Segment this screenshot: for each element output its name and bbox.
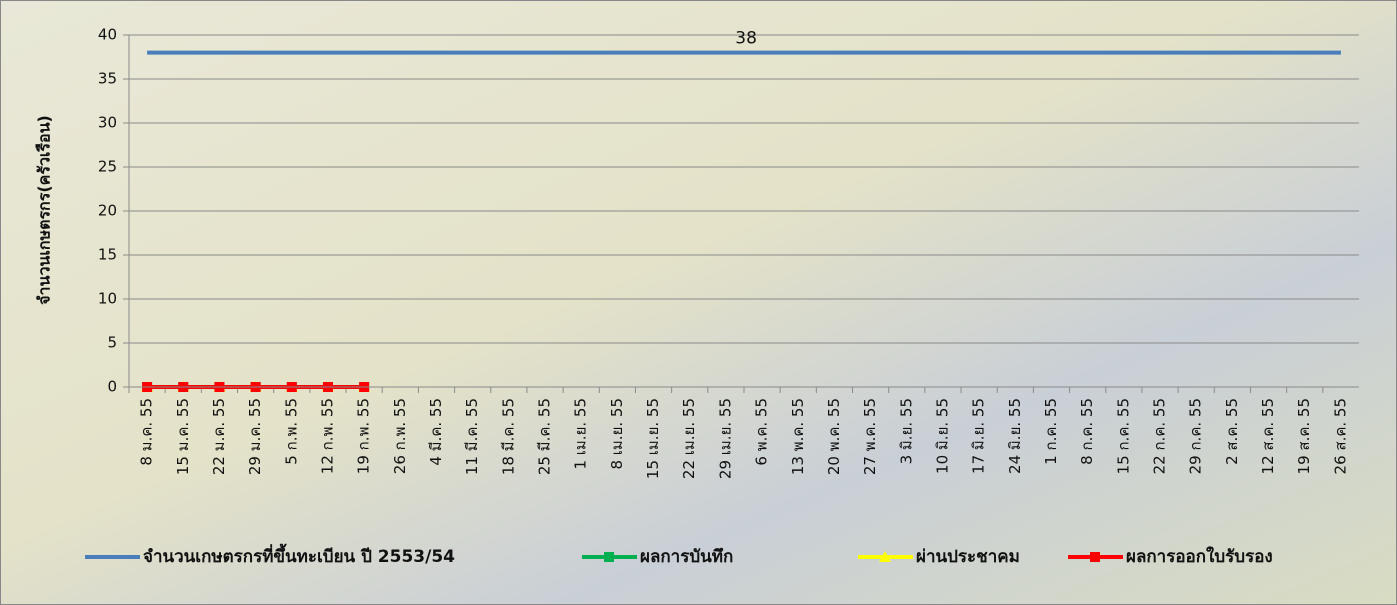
x-tick-label: 13 พ.ค. 55 [789,398,807,475]
x-tick-label: 3 มิ.ย. 55 [897,398,915,464]
x-tick-label: 29 เม.ย. 55 [716,398,734,479]
x-tick-label: 22 เม.ย. 55 [680,398,698,479]
x-tick-label: 15 เม.ย. 55 [644,398,662,479]
legend-marker [604,552,614,562]
x-tick-label: 1 เม.ย. 55 [572,398,590,470]
x-tick-label: 6 พ.ค. 55 [753,398,771,466]
x-tick-label: 25 มี.ค. 55 [536,398,554,475]
legend-label: ผลการบันทึก [640,547,733,567]
y-tick-label: 30 [98,114,117,132]
x-tick-label: 26 ส.ค. 55 [1331,398,1349,474]
x-tick-label: 29 ม.ค. 55 [246,398,264,475]
x-tick-label: 19 ส.ค. 55 [1295,398,1313,474]
x-tick-label: 11 มี.ค. 55 [463,398,481,475]
data-label: 38 [735,29,757,49]
page: {"chart_data": {"type": "line", "y_label… [0,0,1397,605]
x-tick-label: 12 ก.พ. 55 [318,398,336,474]
x-tick-label: 26 ก.พ. 55 [391,398,409,474]
x-tick-label: 17 มิ.ย. 55 [970,398,988,474]
x-tick-label: 22 ก.ค. 55 [1151,398,1169,474]
x-tick-label: 8 เม.ย. 55 [608,398,626,470]
legend-label: จำนวนเกษตรกรที่ขึ้นทะเบียน ปี 2553/54 [143,543,455,567]
x-tick-label: 15 ก.ค. 55 [1114,398,1132,474]
x-tick-label: 1 ก.ค. 55 [1042,398,1060,465]
y-tick-label: 40 [98,26,117,44]
chart: จำนวนเกษตรกร(ครัวเรือน) 0 5 10 15 20 25 30 35 40… [0,0,1397,605]
x-tick-label: 5 ก.พ. 55 [282,398,300,465]
x-tick-label: 27 พ.ค. 55 [861,398,879,475]
y-tick-label: 35 [98,70,117,88]
y-tick-label: 20 [98,202,117,220]
x-tick-label: 24 มิ.ย. 55 [1006,398,1024,474]
y-tick-label: 5 [107,334,117,352]
x-tick-label: 15 ม.ค. 55 [174,398,192,475]
x-tick-label: 4 มี.ค. 55 [427,398,445,466]
x-tick-label: 22 ม.ค. 55 [210,398,228,475]
x-tick-label: 19 ก.พ. 55 [355,398,373,474]
y-tick-label: 0 [107,378,117,396]
chart-background [1,1,1397,605]
x-tick-label: 2 ส.ค. 55 [1223,398,1241,465]
x-tick-label: 12 ส.ค. 55 [1259,398,1277,474]
y-tick-label: 25 [98,158,117,176]
x-tick-label: 10 มิ.ย. 55 [933,398,951,474]
legend-label: ผลการออกใบรับรอง [1126,546,1273,567]
legend-marker [1090,552,1100,562]
y-tick-label: 10 [98,290,117,308]
x-tick-label: 20 พ.ค. 55 [825,398,843,475]
y-axis-title: จำนวนเกษตรกร(ครัวเรือน) [35,115,54,305]
legend-label: ผ่านประชาคม [916,547,1020,567]
x-tick-label: 8 ม.ค. 55 [138,398,156,466]
x-tick-label: 8 ก.ค. 55 [1078,398,1096,465]
x-tick-label: 29 ก.ค. 55 [1187,398,1205,474]
x-tick-label: 18 มี.ค. 55 [499,398,517,475]
y-tick-label: 15 [98,246,117,264]
